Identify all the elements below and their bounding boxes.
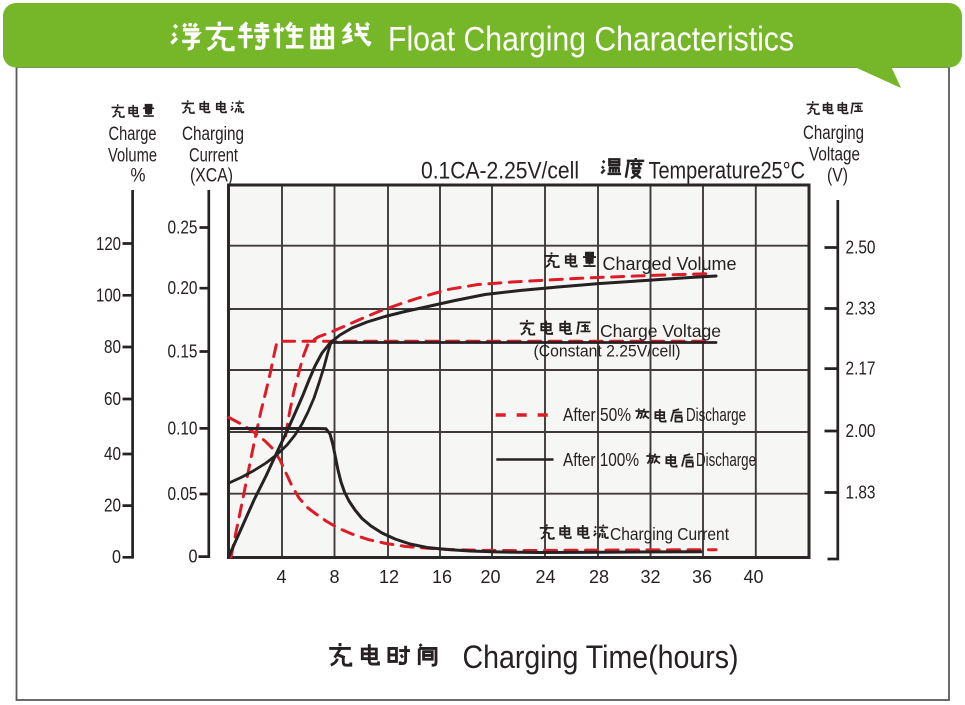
svg-text:0.15: 0.15 <box>168 342 198 362</box>
svg-text:(V): (V) <box>827 166 848 187</box>
svg-text:2.50: 2.50 <box>846 238 876 258</box>
svg-text:%: % <box>131 166 146 187</box>
svg-text:4: 4 <box>276 567 286 587</box>
svg-text:120: 120 <box>96 234 121 254</box>
svg-text:(Constant 2.25V/cell): (Constant 2.25V/cell) <box>534 343 681 361</box>
svg-text:2.17: 2.17 <box>846 359 876 379</box>
svg-text:Voltage: Voltage <box>809 145 860 166</box>
svg-text:Discharge: Discharge <box>696 450 756 470</box>
svg-text:24: 24 <box>535 567 555 587</box>
svg-text:After 100%: After 100% <box>563 450 639 470</box>
svg-text:28: 28 <box>589 567 609 587</box>
svg-text:40: 40 <box>743 567 763 587</box>
svg-text:0.10: 0.10 <box>168 418 198 438</box>
svg-text:12: 12 <box>379 567 399 587</box>
svg-text:After 50%: After 50% <box>563 405 631 425</box>
svg-text:Volume: Volume <box>108 146 157 167</box>
svg-text:Charge Voltage: Charge Voltage <box>600 321 721 341</box>
svg-text:60: 60 <box>104 389 121 409</box>
svg-text:Charging: Charging <box>803 123 864 144</box>
svg-text:100: 100 <box>96 285 121 305</box>
svg-text:0.05: 0.05 <box>168 484 198 504</box>
svg-text:Float Charging Characteristics: Float Charging Characteristics <box>388 21 794 59</box>
svg-text:32: 32 <box>640 567 660 587</box>
svg-text:Discharge: Discharge <box>686 405 746 425</box>
svg-text:36: 36 <box>692 567 712 587</box>
svg-text:0: 0 <box>112 547 121 567</box>
svg-text:(XCA): (XCA) <box>190 166 233 187</box>
svg-text:80: 80 <box>104 337 121 357</box>
svg-text:8: 8 <box>329 567 339 587</box>
svg-text:20: 20 <box>104 496 121 516</box>
svg-text:Temperature25°C: Temperature25°C <box>649 158 806 185</box>
svg-text:Current: Current <box>189 146 239 167</box>
svg-text:Charge: Charge <box>109 124 157 145</box>
svg-text:2.00: 2.00 <box>846 421 876 441</box>
svg-text:0.1CA-2.25V/cell: 0.1CA-2.25V/cell <box>421 158 579 185</box>
svg-text:1.83: 1.83 <box>846 483 876 503</box>
svg-text:0.25: 0.25 <box>168 218 198 238</box>
svg-text:16: 16 <box>432 567 452 587</box>
svg-text:0: 0 <box>189 547 198 567</box>
svg-text:Charged Volume: Charged Volume <box>603 254 737 274</box>
svg-text:Charging: Charging <box>182 124 244 145</box>
svg-text:Charging Current: Charging Current <box>610 524 729 544</box>
svg-text:2.33: 2.33 <box>846 299 876 319</box>
svg-text:40: 40 <box>104 444 121 464</box>
svg-text:0.20: 0.20 <box>168 278 198 298</box>
svg-text:20: 20 <box>480 567 500 587</box>
svg-text:Charging Time(hours): Charging Time(hours) <box>463 639 739 675</box>
